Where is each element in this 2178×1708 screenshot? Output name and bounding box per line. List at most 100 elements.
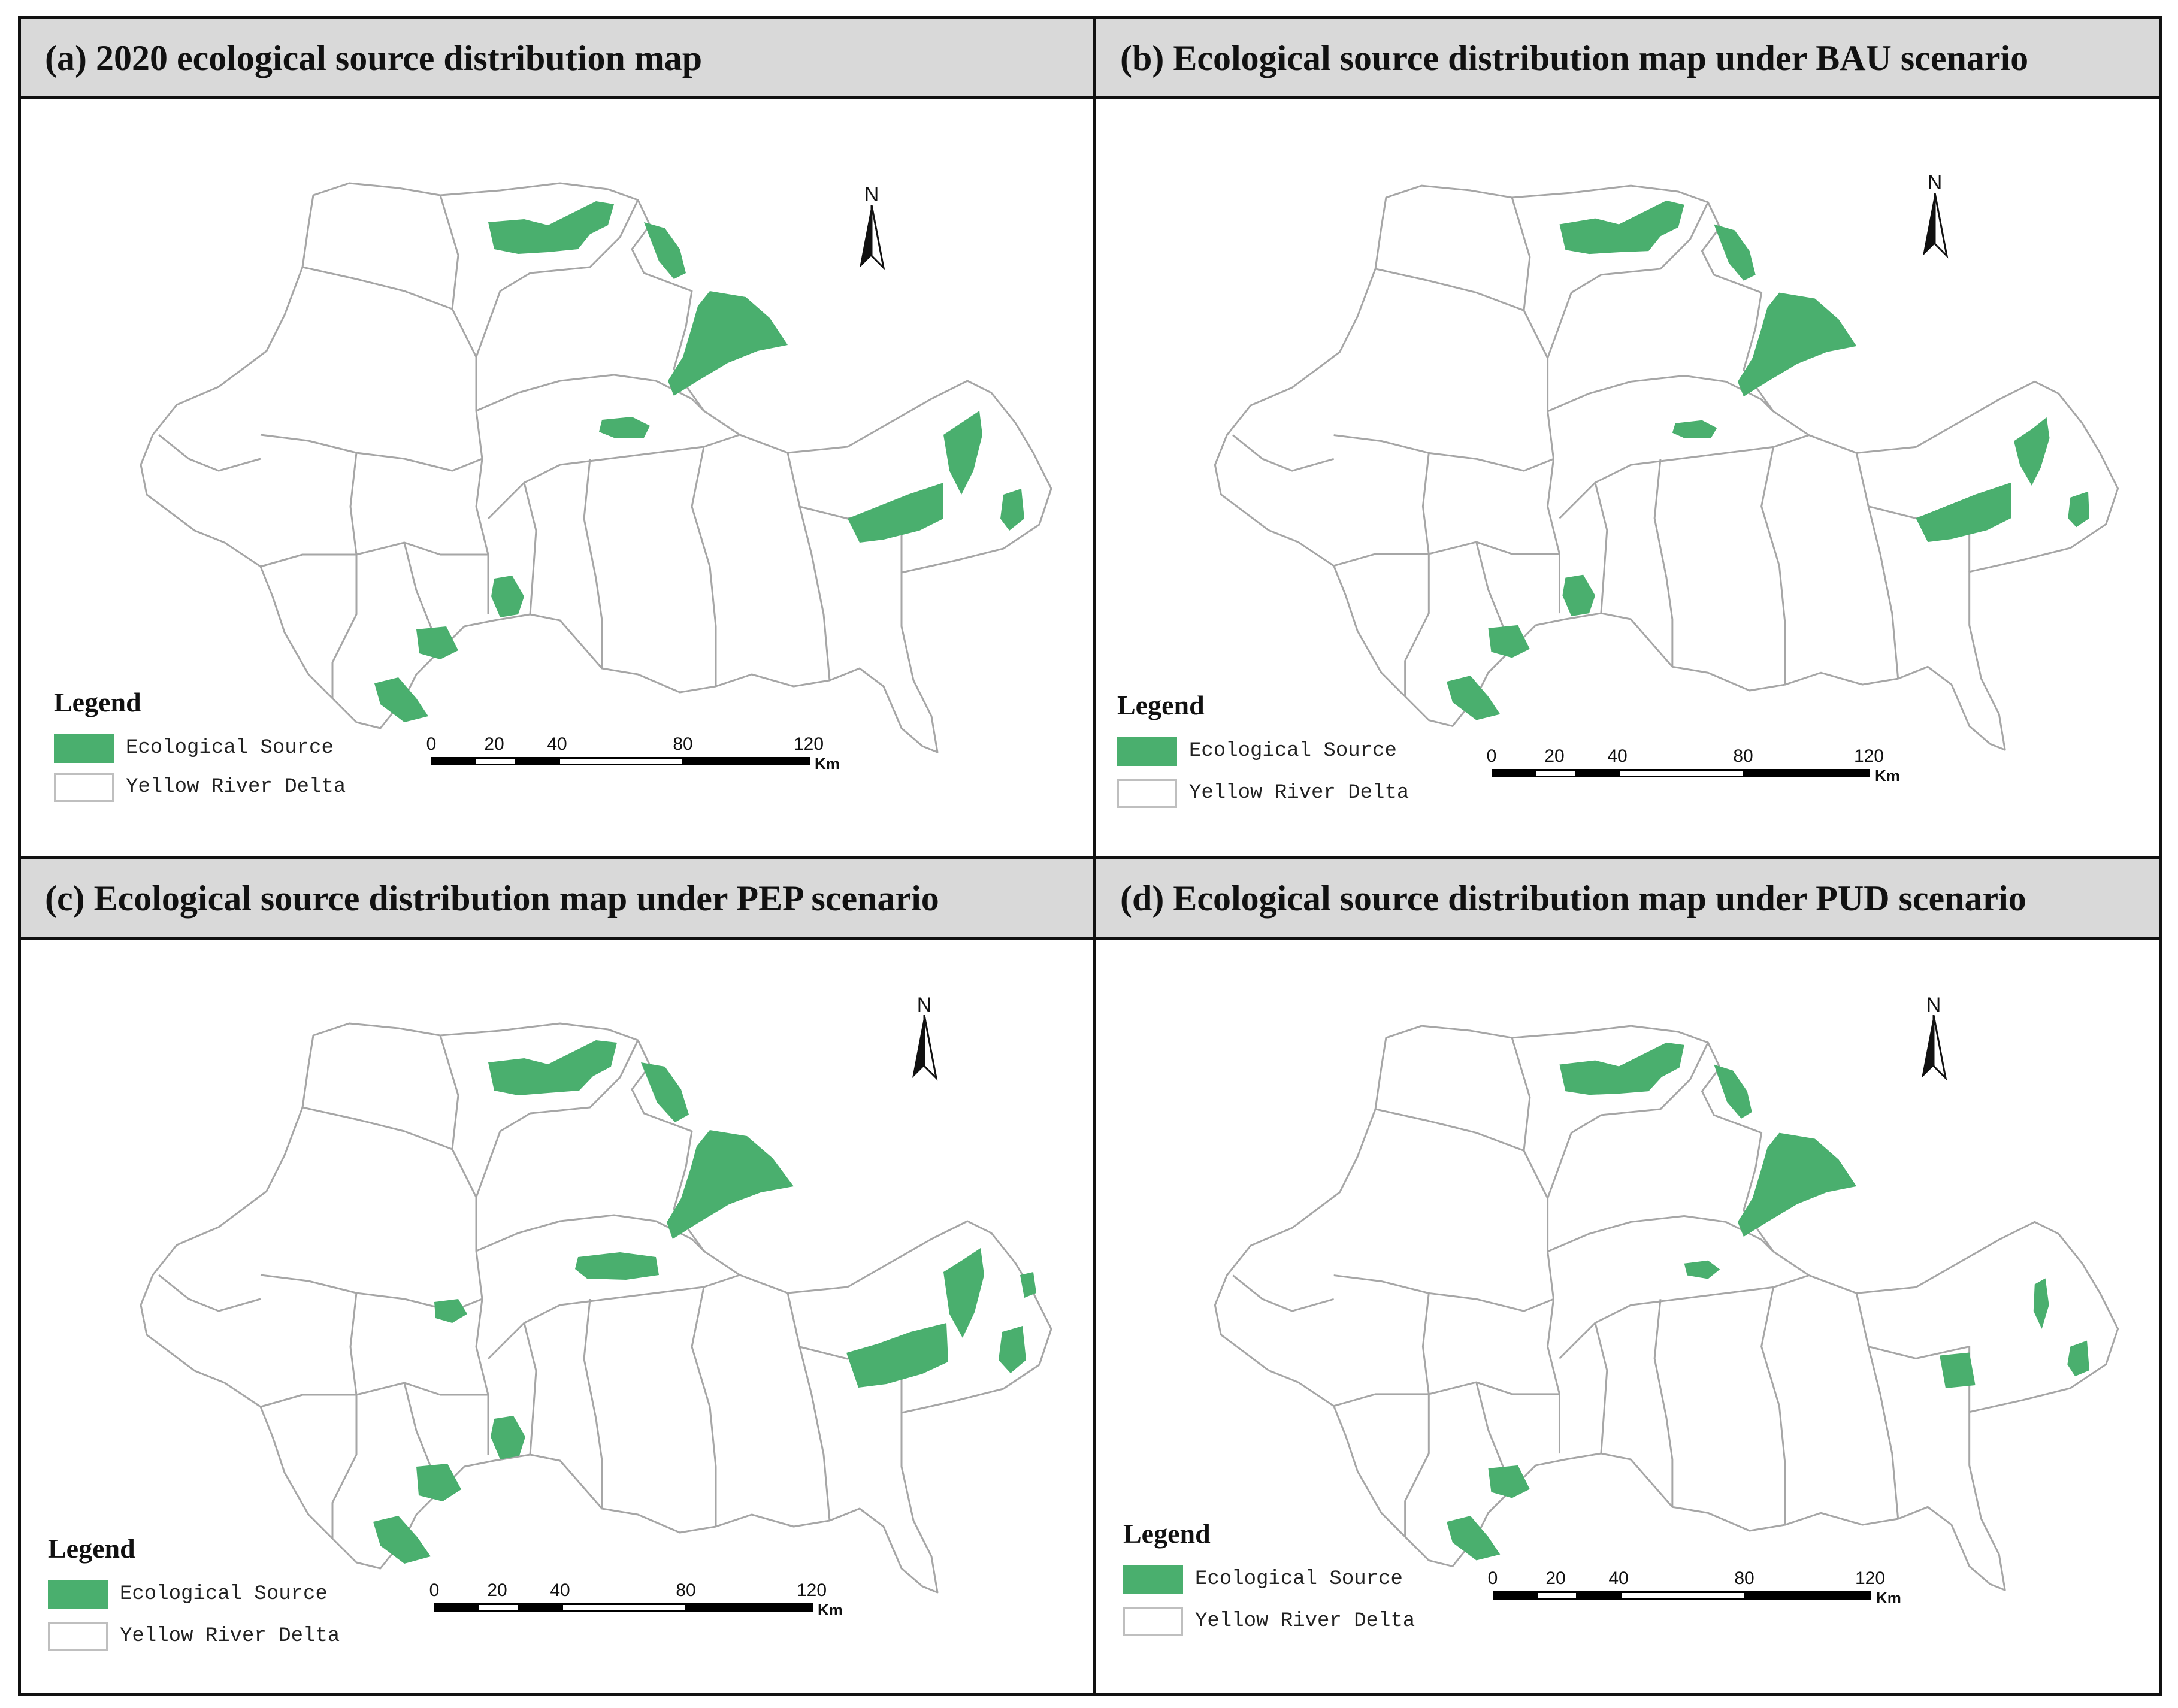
panel-title: (d) Ecological source distribution map u… <box>1120 879 2026 918</box>
source-patch <box>575 1252 659 1280</box>
region-map <box>140 182 1052 753</box>
delta-outline <box>1214 1025 2119 1591</box>
legend-title: Legend <box>1123 1518 1211 1549</box>
source-patch <box>943 1248 984 1338</box>
district-boundaries <box>140 182 1052 753</box>
north-arrow-icon <box>860 205 885 271</box>
source-patch <box>668 291 788 396</box>
source-patch <box>491 1416 525 1459</box>
map-area: N Legend Ecological Source Yellow River … <box>1096 940 2159 1693</box>
district-line <box>1547 374 1774 413</box>
figure-frame: (a) 2020 ecological source distribution … <box>18 16 2162 1696</box>
source-patch <box>644 222 686 279</box>
source-patch <box>416 626 458 659</box>
source-patch <box>2068 491 2089 528</box>
district-line <box>1232 434 1335 472</box>
source-patch <box>2014 417 2050 486</box>
district-line <box>476 374 705 412</box>
legend-title: Legend <box>54 687 141 717</box>
source-patch <box>641 1062 689 1122</box>
district-line <box>158 1274 261 1312</box>
source-patch <box>1684 1260 1720 1279</box>
north-letter: N <box>916 994 932 1016</box>
legend-swatch-yellow-river-delta <box>1117 779 1177 808</box>
district-boundaries <box>1214 184 2119 751</box>
scale-segment <box>1619 769 1744 777</box>
district-boundaries <box>1214 1025 2119 1591</box>
district-line <box>1375 1108 1524 1152</box>
district-line <box>1760 447 1786 685</box>
ecological-sources <box>374 201 1024 722</box>
district-line <box>1547 1215 1774 1253</box>
source-patch <box>1562 574 1595 617</box>
delta-outline <box>140 182 1052 753</box>
source-patch <box>848 483 943 543</box>
district-line <box>1855 1293 1899 1519</box>
scale-tick: 20 <box>1544 746 1565 766</box>
scale-tick: 80 <box>673 734 693 754</box>
panel-c: (c) Ecological source distribution map u… <box>21 859 1093 1693</box>
north-arrow-icon <box>1923 193 1949 259</box>
panel-header: (c) Ecological source distribution map u… <box>21 859 1093 940</box>
scale-tick: 20 <box>1545 1568 1566 1588</box>
legend-label: Ecological Source <box>120 1583 328 1606</box>
source-patch <box>434 1299 467 1323</box>
source-patch <box>943 411 982 495</box>
scale-tick: 40 <box>547 734 567 754</box>
district-line <box>786 452 831 681</box>
scale-tick: 40 <box>1608 1568 1629 1588</box>
scale-segment <box>1536 1591 1578 1600</box>
legend-swatch-yellow-river-delta <box>1123 1607 1183 1636</box>
legend-label: Ecological Source <box>1189 740 1397 762</box>
district-line <box>583 458 603 668</box>
scale-unit: Km <box>1875 767 1900 785</box>
scale-segment <box>687 1603 813 1612</box>
scale-tick: 120 <box>793 734 824 754</box>
district-line <box>1653 459 1674 667</box>
legend-label: Ecological Source <box>1195 1568 1403 1591</box>
district-boundaries <box>140 1022 1052 1594</box>
district-line <box>1232 1274 1335 1312</box>
district-line <box>331 1292 358 1539</box>
legend-label: Yellow River Delta <box>1195 1610 1415 1633</box>
scale-bar: 0 20 40 80 120 Km <box>1487 746 1900 785</box>
scale-bar: 0 20 40 80 120 Km <box>429 1580 843 1619</box>
legend-label: Ecological Source <box>126 737 334 759</box>
map-area: N Legend Ecological Source Yellow River … <box>1096 99 2159 856</box>
district-line <box>1594 1322 1608 1454</box>
district-line <box>1404 1293 1430 1537</box>
legend-label: Yellow River Delta <box>1189 782 1409 804</box>
scale-segment <box>1493 1591 1536 1600</box>
legend-title: Legend <box>1117 690 1205 720</box>
north-arrow: N <box>1910 994 1958 1083</box>
source-patch <box>1672 420 1717 438</box>
source-patch <box>374 677 428 722</box>
district-line <box>523 1322 537 1455</box>
north-arrow: N <box>848 183 896 273</box>
panel-header: (b) Ecological source distribution map u… <box>1096 19 2159 99</box>
legend-swatch-ecological-source <box>1123 1565 1183 1594</box>
district-line <box>302 266 453 310</box>
district-line <box>1855 453 1899 679</box>
district-line <box>487 434 740 520</box>
district-line <box>691 446 717 686</box>
district-line <box>1404 453 1430 696</box>
panel-title: (b) Ecological source distribution map u… <box>1120 38 2029 78</box>
district-line <box>260 434 483 472</box>
source-patch <box>488 1040 617 1095</box>
scale-segment <box>434 1603 477 1612</box>
scale-tick: 0 <box>1486 746 1497 766</box>
district-line <box>523 482 537 615</box>
ecological-sources <box>1447 200 2089 720</box>
panel-title: (a) 2020 ecological source distribution … <box>45 38 703 78</box>
north-arrow: N <box>900 994 948 1083</box>
scale-segment <box>477 1603 519 1612</box>
scale-tick: 120 <box>1853 746 1884 766</box>
district-line <box>1559 434 1810 519</box>
scale-unit: Km <box>818 1601 843 1619</box>
source-patch <box>1940 1352 1976 1388</box>
source-patch <box>373 1516 431 1564</box>
panel-header: (d) Ecological source distribution map u… <box>1096 859 2159 940</box>
district-line <box>583 1298 603 1509</box>
panel-title: (c) Ecological source distribution map u… <box>45 879 939 918</box>
